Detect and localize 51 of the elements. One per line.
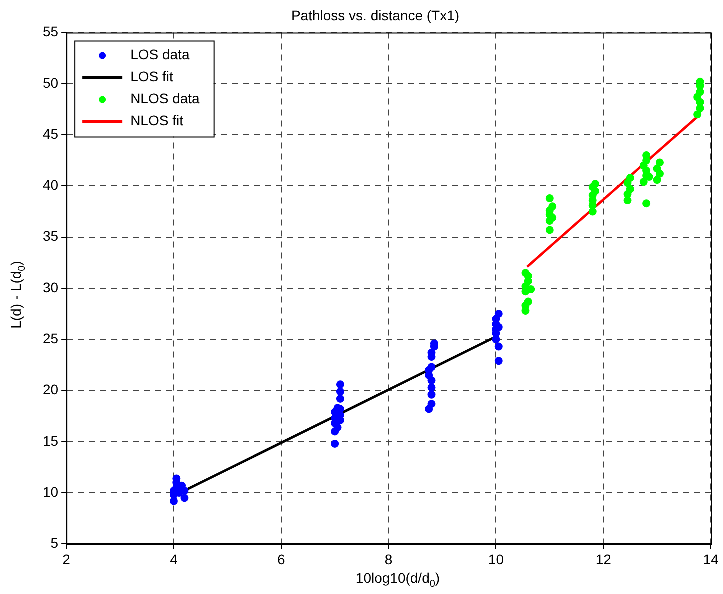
- x-tick-label: 6: [277, 551, 286, 568]
- point: [656, 158, 664, 167]
- y-tick-label: 50: [42, 74, 59, 91]
- y-tick-label: 20: [42, 382, 59, 398]
- legend-label: NLOS fit: [130, 112, 184, 129]
- point: [546, 194, 554, 202]
- x-axis-title: 10log10(d/d$_{0}$): [354, 570, 442, 590]
- point: [640, 178, 648, 186]
- point: [494, 310, 503, 318]
- point: [180, 494, 189, 502]
- y-tick-label: 15: [42, 432, 59, 449]
- point: [653, 176, 662, 184]
- point: [524, 298, 532, 306]
- point: [334, 424, 342, 432]
- x-tick-label: 12: [596, 551, 612, 568]
- point: [494, 342, 503, 351]
- y-tick-label: 40: [42, 177, 59, 194]
- point: [694, 110, 702, 119]
- point: [336, 394, 344, 403]
- legend-label: LOS fit: [130, 68, 174, 85]
- point: [626, 174, 634, 182]
- point: [428, 363, 436, 372]
- y-tick-label: 10: [42, 484, 59, 500]
- y-tick-label: 55: [42, 24, 59, 40]
- x-tick-label: 14: [703, 551, 719, 568]
- y-tick-label: 30: [42, 279, 59, 296]
- chart-title: Pathloss vs. distance (Tx1): [291, 7, 460, 24]
- point: [653, 164, 662, 173]
- point: [428, 384, 436, 392]
- point: [522, 269, 530, 278]
- point: [428, 400, 436, 408]
- point: [336, 388, 344, 396]
- x-tick-label: 10: [488, 551, 504, 568]
- point: [546, 226, 554, 234]
- point: [642, 200, 651, 208]
- point: [548, 202, 557, 211]
- y-tick-label: 45: [42, 126, 59, 142]
- y-tick-label: 5: [50, 535, 59, 552]
- legend-label: LOS data: [130, 46, 190, 63]
- point: [336, 380, 344, 389]
- point: [592, 180, 600, 188]
- point: [428, 390, 436, 399]
- x-tick-label: 4: [170, 551, 178, 568]
- point: [494, 357, 503, 366]
- legend-label: NLOS data: [130, 90, 200, 107]
- y-tick-label: 35: [42, 228, 59, 244]
- x-tick-label: 2: [62, 551, 71, 568]
- point: [331, 440, 340, 448]
- y-tick-label: 25: [42, 330, 59, 346]
- x-tick-label: 8: [384, 551, 393, 568]
- point: [626, 185, 634, 194]
